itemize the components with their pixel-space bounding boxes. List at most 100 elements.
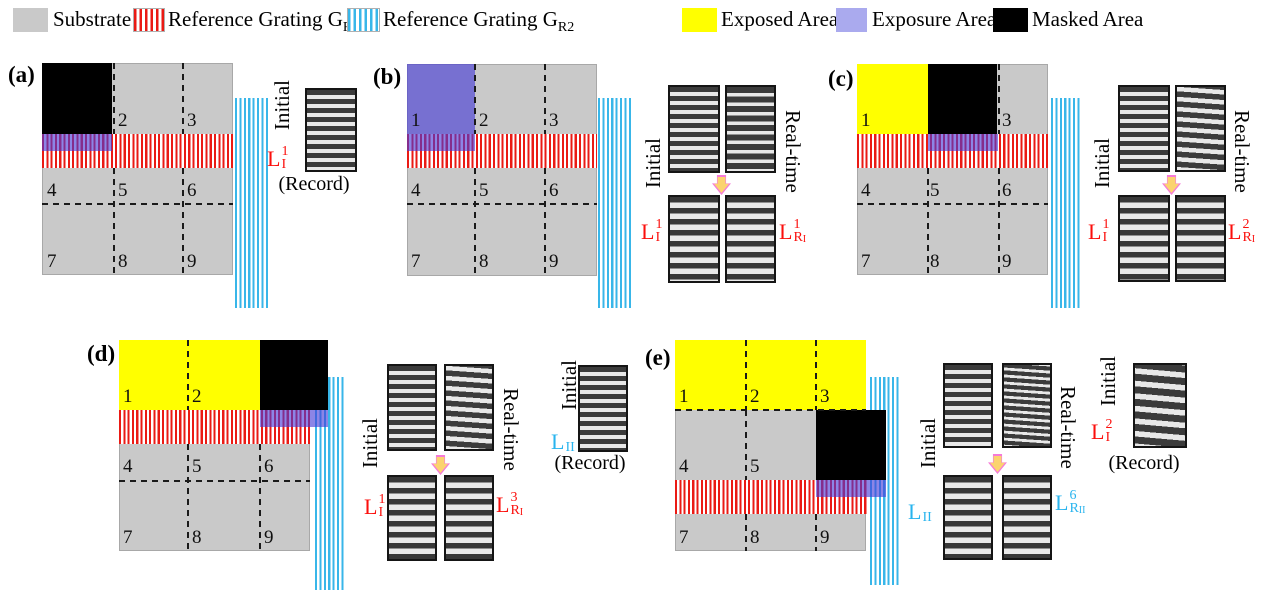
grid-dash-a bbox=[42, 203, 233, 205]
panel-letter-a: (a) bbox=[8, 62, 35, 87]
grid-dash-b bbox=[407, 203, 597, 205]
grid-dash-d bbox=[119, 480, 310, 482]
grid-dash-d bbox=[187, 340, 189, 410]
panel-letter-e: (e) bbox=[645, 345, 671, 370]
exposed-area-d bbox=[119, 340, 260, 410]
cell-number: 4 bbox=[411, 180, 421, 201]
cell-number: 8 bbox=[930, 251, 940, 272]
grid-dash-c bbox=[857, 203, 1048, 205]
legend-label-exposed: Exposed Area bbox=[721, 7, 839, 31]
grid-dash-e bbox=[815, 514, 817, 551]
grid-dash-a bbox=[182, 63, 184, 134]
grating-image-result-right-c bbox=[1175, 195, 1226, 282]
cell-number: 5 bbox=[930, 180, 940, 201]
legend-swatch-grating-r2 bbox=[347, 8, 380, 32]
grid-dash-c bbox=[998, 64, 1000, 134]
cell-number: 6 bbox=[1002, 180, 1012, 201]
cell-number: 5 bbox=[118, 180, 128, 201]
grid-dash-e bbox=[745, 410, 747, 480]
masked-area-a bbox=[42, 63, 112, 134]
masked-area-e bbox=[816, 410, 886, 480]
masked-area-d bbox=[260, 340, 328, 410]
cell-number: 4 bbox=[123, 456, 133, 477]
cell-number: 9 bbox=[820, 527, 830, 548]
initial-rotated-label-c: Initial bbox=[1090, 138, 1114, 189]
grid-dash-b bbox=[474, 168, 476, 275]
grating-image-initial-b bbox=[668, 85, 720, 173]
grating-image-result-right-b bbox=[725, 195, 776, 283]
grid-dash-e bbox=[815, 340, 817, 410]
initial-rotated-label-record-e: Initial bbox=[1096, 356, 1120, 407]
panel-letter-b: (b) bbox=[373, 64, 402, 89]
legend-swatch-exposure bbox=[836, 8, 867, 32]
exposure-area-a bbox=[42, 134, 112, 151]
grating-image-realtime-e bbox=[1002, 363, 1052, 448]
grating-image-realtime-d bbox=[444, 364, 494, 451]
cell-number: 8 bbox=[118, 251, 128, 272]
realtime-rotated-label-c: Real-time bbox=[1230, 110, 1254, 193]
cell-number: 6 bbox=[264, 456, 274, 477]
cell-number: 3 bbox=[187, 110, 197, 131]
grid-dash-b bbox=[544, 168, 546, 275]
cell-number: 7 bbox=[123, 527, 133, 548]
cell-number: 1 bbox=[123, 386, 133, 407]
down-arrow-icon bbox=[988, 454, 1007, 474]
cell-number: 4 bbox=[679, 456, 689, 477]
grating-image-initial-d bbox=[387, 364, 437, 451]
cell-number: 9 bbox=[549, 251, 559, 272]
cell-number: 2 bbox=[192, 386, 202, 407]
cell-number: 5 bbox=[479, 180, 489, 201]
cell-number: 9 bbox=[264, 527, 274, 548]
initial-rotated-label-e: Initial bbox=[916, 418, 940, 469]
cell-number: 9 bbox=[1002, 251, 1012, 272]
exposure-area-c bbox=[928, 134, 998, 151]
reference-grating-r2-c bbox=[1051, 98, 1082, 308]
legend-label-exposure: Exposure Area bbox=[872, 7, 997, 31]
grating-image-result-right-d bbox=[444, 475, 494, 561]
cell-number: 4 bbox=[861, 180, 871, 201]
grid-dash-b bbox=[474, 64, 476, 134]
cell-number: 1 bbox=[679, 386, 689, 407]
reference-grating-r2-a bbox=[235, 98, 268, 308]
cell-number: 1 bbox=[411, 110, 421, 131]
legend-swatch-masked bbox=[993, 8, 1028, 32]
legend-label-masked: Masked Area bbox=[1032, 7, 1144, 31]
exposure-area-b bbox=[407, 64, 475, 151]
record-caption-d: (Record) bbox=[554, 452, 626, 474]
cell-number: 5 bbox=[750, 456, 760, 477]
cell-number: 2 bbox=[118, 110, 128, 131]
exposure-area-d bbox=[260, 410, 328, 427]
grating-image-record-a bbox=[305, 88, 357, 172]
grating-image-result-left-e bbox=[943, 475, 993, 560]
record-caption-a: (Record) bbox=[278, 173, 350, 195]
grid-dash-e bbox=[745, 514, 747, 551]
cell-number: 1 bbox=[861, 110, 871, 131]
grid-dash-a bbox=[113, 168, 115, 275]
legend-swatch-grating-r1 bbox=[133, 8, 165, 32]
cell-number: 8 bbox=[479, 251, 489, 272]
grating-image-result-left-b bbox=[668, 195, 720, 283]
substrate-b bbox=[407, 64, 597, 276]
grating-image-result-left-c bbox=[1118, 195, 1170, 282]
grating-label-lii-d: L II bbox=[551, 428, 575, 455]
cell-number: 2 bbox=[750, 386, 760, 407]
cell-number: 3 bbox=[820, 386, 830, 407]
grid-dash-b bbox=[544, 64, 546, 134]
exposure-area-e bbox=[816, 480, 886, 497]
cell-number: 5 bbox=[192, 456, 202, 477]
grating-label-lii-e: L II bbox=[908, 498, 932, 525]
cell-number: 8 bbox=[750, 527, 760, 548]
initial-rotated-label-d: Initial bbox=[358, 418, 382, 469]
legend-label-substrate: Substrate bbox=[53, 7, 132, 31]
initial-rotated-label-a: Initial bbox=[270, 80, 294, 131]
grid-dash-a bbox=[113, 63, 115, 134]
grid-dash-a bbox=[182, 168, 184, 275]
legend-swatch-substrate bbox=[13, 8, 48, 32]
